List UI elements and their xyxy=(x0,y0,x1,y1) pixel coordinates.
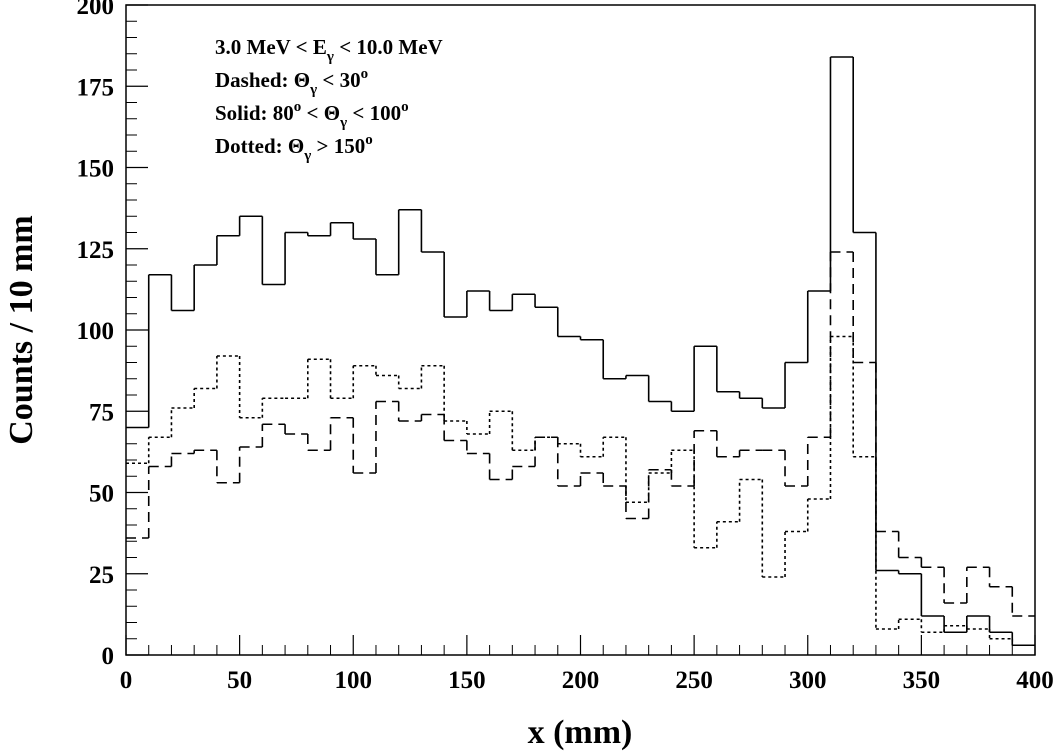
histogram-series xyxy=(126,335,1035,647)
annotation-part: Dotted: Θ xyxy=(215,134,304,158)
annotation-part: o xyxy=(294,99,302,115)
x-tick-label: 50 xyxy=(227,667,252,694)
histogram-series xyxy=(126,251,1035,617)
annotation-part: Solid: 80 xyxy=(215,101,294,125)
annotation-part: γ xyxy=(339,115,347,131)
annotation-part: < 30 xyxy=(317,68,360,92)
y-tick-label: 50 xyxy=(89,481,114,508)
x-tick-label: 100 xyxy=(335,667,373,694)
y-tick-label: 75 xyxy=(89,399,114,426)
x-tick-label: 400 xyxy=(1016,667,1054,694)
x-axis-title: x (mm) xyxy=(528,714,633,751)
y-tick-label: 25 xyxy=(89,562,114,589)
y-tick-label: 0 xyxy=(102,643,115,670)
annotation-part: < 10.0 MeV xyxy=(334,35,443,59)
annotation-part: o xyxy=(365,132,373,148)
annotation-part: γ xyxy=(326,49,334,65)
x-tick-label: 350 xyxy=(903,667,941,694)
annotation-part: γ xyxy=(303,148,311,164)
histogram-series xyxy=(126,56,1035,647)
x-tick-label: 200 xyxy=(562,667,600,694)
annotation-part: o xyxy=(401,99,409,115)
y-tick-label: 100 xyxy=(77,318,115,345)
y-tick-label: 150 xyxy=(77,156,115,183)
annotation-part: 3.0 MeV < E xyxy=(215,35,327,59)
x-tick-label: 300 xyxy=(789,667,827,694)
x-tick-label: 250 xyxy=(675,667,713,694)
y-axis-title: Counts / 10 mm xyxy=(3,215,40,445)
y-tick-label: 125 xyxy=(77,237,115,264)
annotation-part: Dashed: Θ xyxy=(215,68,310,92)
annotation-part: > 150 xyxy=(311,134,365,158)
annotation-part: γ xyxy=(309,82,317,98)
y-tick-label: 200 xyxy=(77,0,115,20)
y-tick-label: 175 xyxy=(77,74,115,101)
annotation: Solid: 80o < Θγ < 100o xyxy=(215,99,409,131)
annotation: 3.0 MeV < Eγ < 10.0 MeV xyxy=(215,35,443,65)
annotation-part: < Θ xyxy=(301,101,340,125)
annotation: Dashed: Θγ < 30o xyxy=(215,66,368,98)
x-tick-label: 0 xyxy=(120,667,133,694)
annotation-part: < 100 xyxy=(347,101,401,125)
annotation-part: o xyxy=(361,66,369,82)
x-tick-label: 150 xyxy=(448,667,486,694)
annotation: Dotted: Θγ > 150o xyxy=(215,132,373,164)
